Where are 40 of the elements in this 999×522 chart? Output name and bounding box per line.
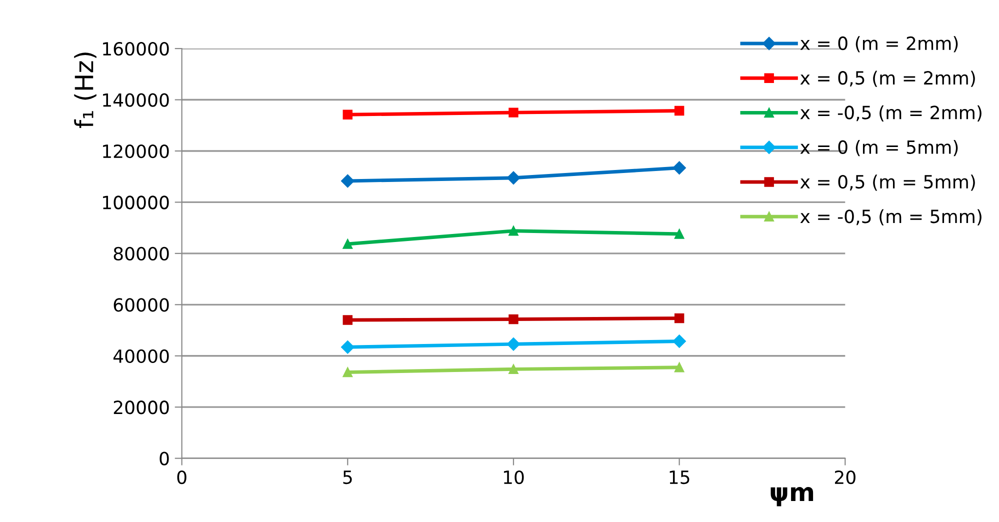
x-tick-label: 10: [504, 470, 524, 484]
point: [341, 340, 354, 354]
y-tick-label: 20000: [114, 400, 169, 414]
point: [674, 362, 684, 372]
x-tick-label: 20: [834, 470, 856, 484]
point: [508, 108, 518, 118]
legend-label: x = 0,5 (m = 5mm): [800, 174, 975, 191]
point: [341, 174, 354, 188]
y-tick-label: 80000: [114, 246, 169, 261]
x-axis-title: ψm: [770, 487, 814, 506]
legend-label: x = 0 (m = 2mm): [800, 36, 958, 52]
y-tick-label: 140000: [103, 93, 169, 107]
x-tick-label: 5: [343, 470, 352, 484]
point: [674, 313, 684, 324]
legend-label: x = -0,5 (m = 5mm): [800, 209, 982, 226]
point: [506, 171, 520, 184]
point: [508, 364, 518, 374]
point: [342, 110, 353, 120]
y-tick-label: 60000: [114, 298, 169, 312]
point: [674, 106, 684, 116]
legend-label: x = 0 (m = 5mm): [800, 140, 958, 156]
point: [342, 239, 353, 249]
legend-label: x = 0,5 (m = 2mm): [800, 70, 975, 87]
x-tick-label: 15: [670, 470, 690, 484]
point: [506, 338, 520, 351]
point: [672, 334, 686, 348]
y-axis-title: f₁ (Hz): [74, 52, 96, 128]
point: [342, 367, 353, 378]
point: [342, 315, 353, 325]
point: [672, 161, 686, 174]
y-tick-label: 120000: [103, 144, 169, 158]
y-tick-label: 160000: [103, 42, 169, 56]
point: [508, 226, 518, 236]
y-tick-label: 100000: [103, 196, 169, 210]
x-tick-label: 0: [177, 470, 186, 484]
y-tick-label: 40000: [113, 349, 169, 363]
point: [508, 314, 518, 324]
legend-label: x = -0,5 (m = 2mm): [800, 105, 982, 122]
y-tick-label: 0: [160, 452, 169, 466]
point: [674, 229, 684, 239]
